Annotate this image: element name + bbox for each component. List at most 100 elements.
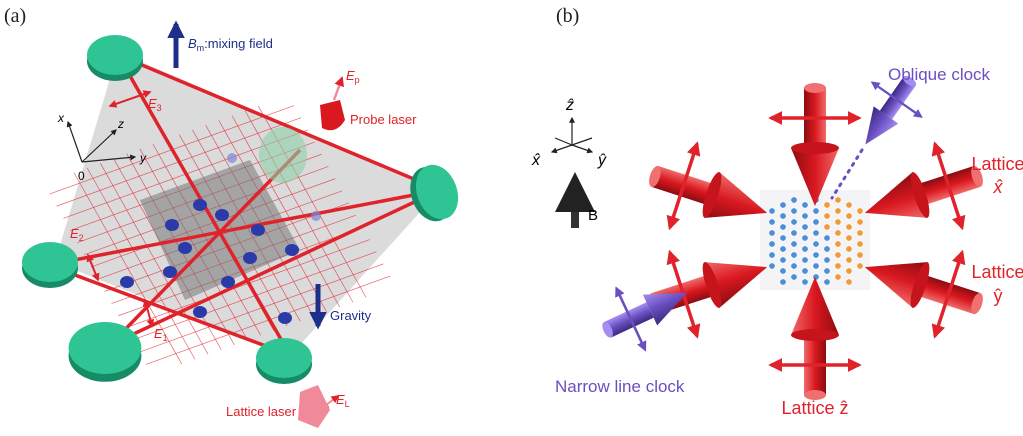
atom [857,230,863,236]
atom [791,230,797,236]
atom [802,213,808,219]
atom [193,306,207,318]
atom [857,263,863,269]
subscript: m [197,43,205,53]
atom [813,230,819,236]
probe-field-label: Ep [346,68,360,85]
atom [835,219,841,225]
atom [857,252,863,258]
atom [824,246,830,252]
axis-x: x̂ [531,152,541,169]
subscript: p [355,75,360,85]
panel-b: (b) ẑ x̂ ŷ B Oblique clock Lattice x̂ La… [531,5,1023,418]
axis-z: ẑ [565,97,574,114]
lattice-x-label: Lattice [971,154,1023,174]
atom [835,274,841,280]
subscript: 2 [79,233,84,243]
atom [193,199,207,211]
atom [824,202,830,208]
lattice-laser-icon [298,385,330,428]
atom [791,197,797,203]
atom [846,268,852,274]
atom [791,219,797,225]
atom [120,276,134,288]
probe-pol [334,78,342,100]
atom [835,252,841,258]
atom [780,235,786,241]
atom [215,209,229,221]
atom [780,202,786,208]
atom [813,252,819,258]
atom [802,268,808,274]
subscript: 3 [157,103,162,113]
atom [846,202,852,208]
field-label: B [588,207,598,224]
axis-y: y [139,151,147,165]
atom [769,263,775,269]
atom [835,208,841,214]
symbol: E [70,226,79,241]
atom [824,224,830,230]
symbol: E [148,96,157,111]
atom [780,268,786,274]
lattice-beam [851,225,995,347]
symbol: E [154,326,163,341]
panel-a: (a) Bm:mixing field Ep Probe laser x y z… [4,5,465,428]
atom [780,213,786,219]
lattice-laser-label: Lattice laser [226,404,297,419]
lattice-beam [637,133,781,255]
e1-label: E1 [154,326,168,343]
probe-spot [259,127,307,183]
atom [835,263,841,269]
atom [227,153,237,163]
atom [251,224,265,236]
atom [178,242,192,254]
gravity-label: Gravity [330,308,372,323]
atom [857,219,863,225]
narrow-clock-label: Narrow line clock [555,377,685,396]
atom [846,279,852,285]
probe-laser-label: Probe laser [350,112,417,127]
atom [824,213,830,219]
atom [769,241,775,247]
lattice-beam [771,83,859,206]
panel-label: (a) [4,5,26,27]
atom [824,279,830,285]
coord-axes [552,118,592,152]
text: :mixing field [204,36,273,51]
atom [824,268,830,274]
atom [846,235,852,241]
atom [165,219,179,231]
atom [780,257,786,263]
atom [846,213,852,219]
atom [769,230,775,236]
axis-y: ŷ [597,152,607,169]
narrow-clock-beam [589,262,701,362]
atom [857,208,863,214]
atom [835,241,841,247]
atom [846,246,852,252]
lattice-beam [851,133,995,255]
lattice-field-label: EL [336,392,350,409]
axis-z: z [117,117,124,131]
atom [802,235,808,241]
atom [813,274,819,280]
atom [802,279,808,285]
atom [163,266,177,278]
lattice-z-label: Lattice ẑ [781,398,848,418]
atom [769,219,775,225]
subscript: L [345,399,350,409]
atom [769,208,775,214]
lattice-y-axis: ŷ [994,286,1003,306]
atom [780,246,786,252]
lattice-y-label: Lattice [971,262,1023,282]
atom [769,252,775,258]
atom [813,219,819,225]
mixing-field-label: Bm:mixing field [188,36,273,53]
mirror [22,242,78,288]
subscript: 1 [163,333,168,343]
atom [846,257,852,263]
probe-laser-icon [320,100,345,130]
figure: (a) Bm:mixing field Ep Probe laser x y z… [0,0,1023,436]
atom [802,224,808,230]
